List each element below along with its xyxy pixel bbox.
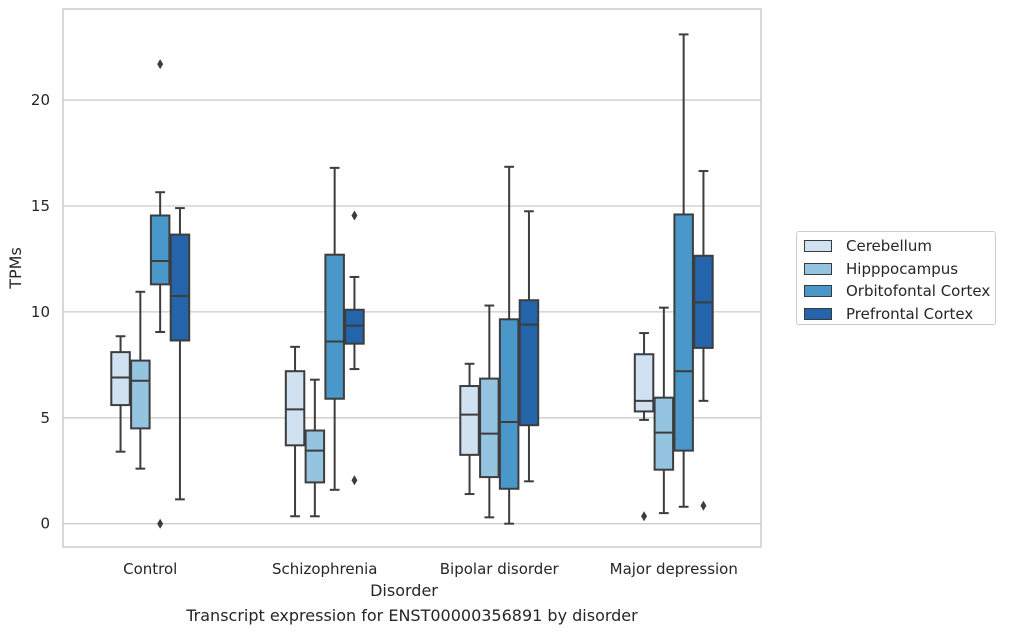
box-series <box>110 33 714 529</box>
legend-label-cerebellum: Cerebellum <box>846 237 932 256</box>
box-iqr <box>633 353 655 413</box>
box-bipolar-disorder-prefrontal-cortex <box>518 210 540 483</box>
figure-caption: Transcript expression for ENST0000035689… <box>186 606 638 625</box>
outlier-point <box>700 500 707 511</box>
box-control-cerebellum <box>110 335 131 453</box>
box-iqr <box>169 233 191 342</box>
legend-swatch-orbitofrontal <box>804 285 832 298</box>
box-major-depression-orbitofontal-cortex <box>673 33 694 508</box>
box-iqr <box>459 385 480 456</box>
x-tick-label-schizophrenia: Schizophrenia <box>272 560 377 578</box>
legend: Cerebellum Hipppocampus Orbitofontal Cor… <box>796 231 996 325</box>
outlier-point <box>351 475 358 486</box>
box-major-depression-cerebellum <box>633 332 655 522</box>
y-tick-labels: 0 5 10 15 20 <box>31 91 50 533</box>
box-iqr <box>518 299 540 427</box>
box-control-hipppocampus <box>130 290 151 470</box>
legend-swatch-cerebellum <box>804 240 832 253</box>
box-iqr <box>110 351 131 407</box>
legend-label-hippocampus: Hipppocampus <box>846 259 959 278</box>
box-control-prefrontal-cortex <box>169 207 191 501</box>
box-iqr <box>653 396 675 471</box>
y-tick-label-5: 5 <box>40 409 50 427</box>
box-iqr <box>304 429 326 484</box>
outlier-point <box>351 210 358 221</box>
legend-swatch-prefrontal <box>804 307 832 320</box>
legend-item-cerebellum: Cerebellum <box>803 235 995 258</box>
outlier-point <box>157 518 164 529</box>
box-bipolar-disorder-hipppocampus <box>479 304 500 519</box>
box-iqr <box>673 213 694 452</box>
legend-item-orbitofrontal: Orbitofontal Cortex <box>803 280 995 303</box>
x-axis-label: Disorder <box>370 581 438 600</box>
box-bipolar-disorder-cerebellum <box>459 362 480 496</box>
box-iqr <box>149 214 171 286</box>
legend-item-prefrontal: Prefrontal Cortex <box>803 303 995 326</box>
box-schizophrenia-cerebellum <box>284 345 306 518</box>
x-tick-labels: Control Schizophrenia Bipolar disorder Majo… <box>123 560 738 578</box>
box-control-orbitofontal-cortex <box>149 59 171 529</box>
plot-area-frame <box>62 8 762 548</box>
box-major-depression-prefrontal-cortex <box>693 170 714 511</box>
y-tick-label-0: 0 <box>40 515 50 533</box>
box-bipolar-disorder-orbitofontal-cortex <box>498 165 520 525</box>
box-schizophrenia-prefrontal-cortex <box>344 210 365 486</box>
y-tick-label-10: 10 <box>31 303 50 321</box>
legend-swatch-hippocampus <box>804 262 832 275</box>
outlier-point <box>157 59 164 70</box>
box-schizophrenia-hipppocampus <box>304 378 326 518</box>
x-tick-label-major-depression: Major depression <box>610 560 738 578</box>
box-iqr <box>344 308 365 345</box>
legend-item-hippocampus: Hipppocampus <box>803 258 995 281</box>
box-schizophrenia-orbitofontal-cortex <box>324 166 345 491</box>
box-major-depression-hipppocampus <box>653 306 675 515</box>
box-iqr <box>324 253 345 400</box>
y-tick-label-15: 15 <box>31 197 50 215</box>
x-tick-label-control: Control <box>123 560 177 578</box>
y-axis-label: TPMs <box>6 247 25 290</box>
legend-label-prefrontal: Prefrontal Cortex <box>846 304 974 323</box>
box-iqr <box>479 377 500 479</box>
box-iqr <box>130 359 151 430</box>
legend-label-orbitofrontal: Orbitofontal Cortex <box>846 282 991 301</box>
box-iqr <box>284 370 306 447</box>
y-tick-label-20: 20 <box>31 91 50 109</box>
outlier-point <box>641 511 648 522</box>
box-iqr <box>498 318 520 490</box>
x-tick-label-bipolar-disorder: Bipolar disorder <box>440 560 560 578</box>
